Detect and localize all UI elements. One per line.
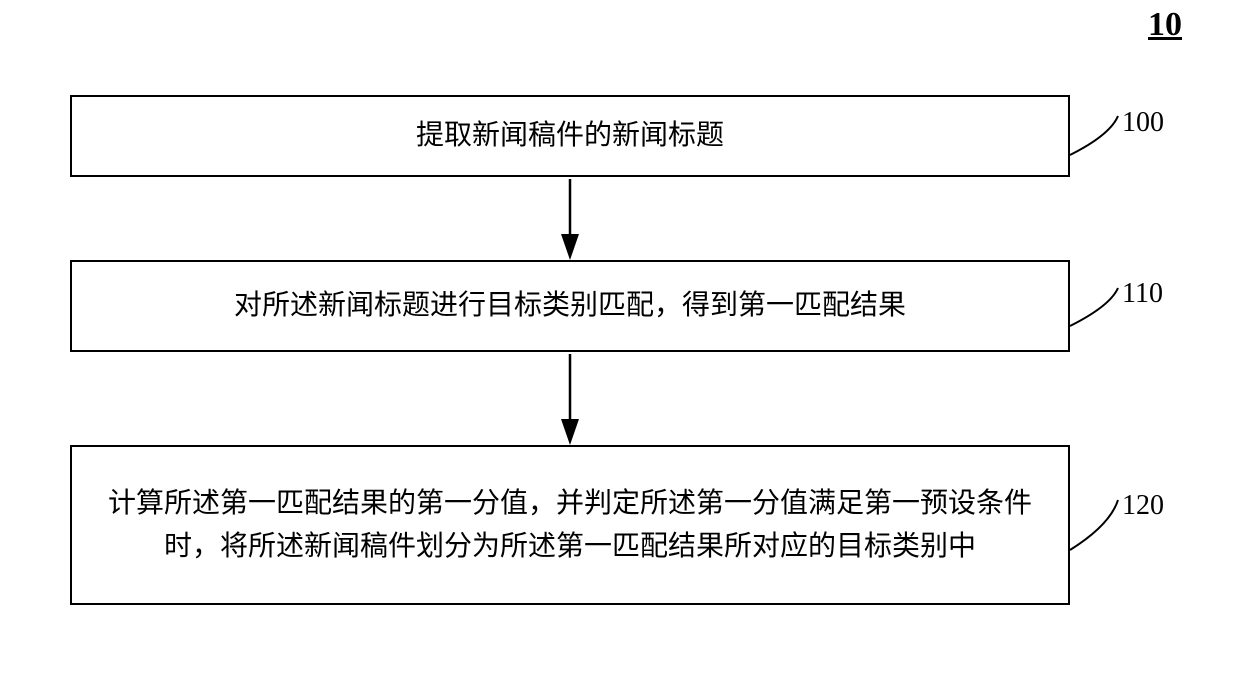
flowchart-canvas: 10 提取新闻稿件的新闻标题 对所述新闻标题进行目标类别匹配，得到第一匹配结果 … xyxy=(0,0,1240,673)
connector-layer xyxy=(0,0,1240,673)
